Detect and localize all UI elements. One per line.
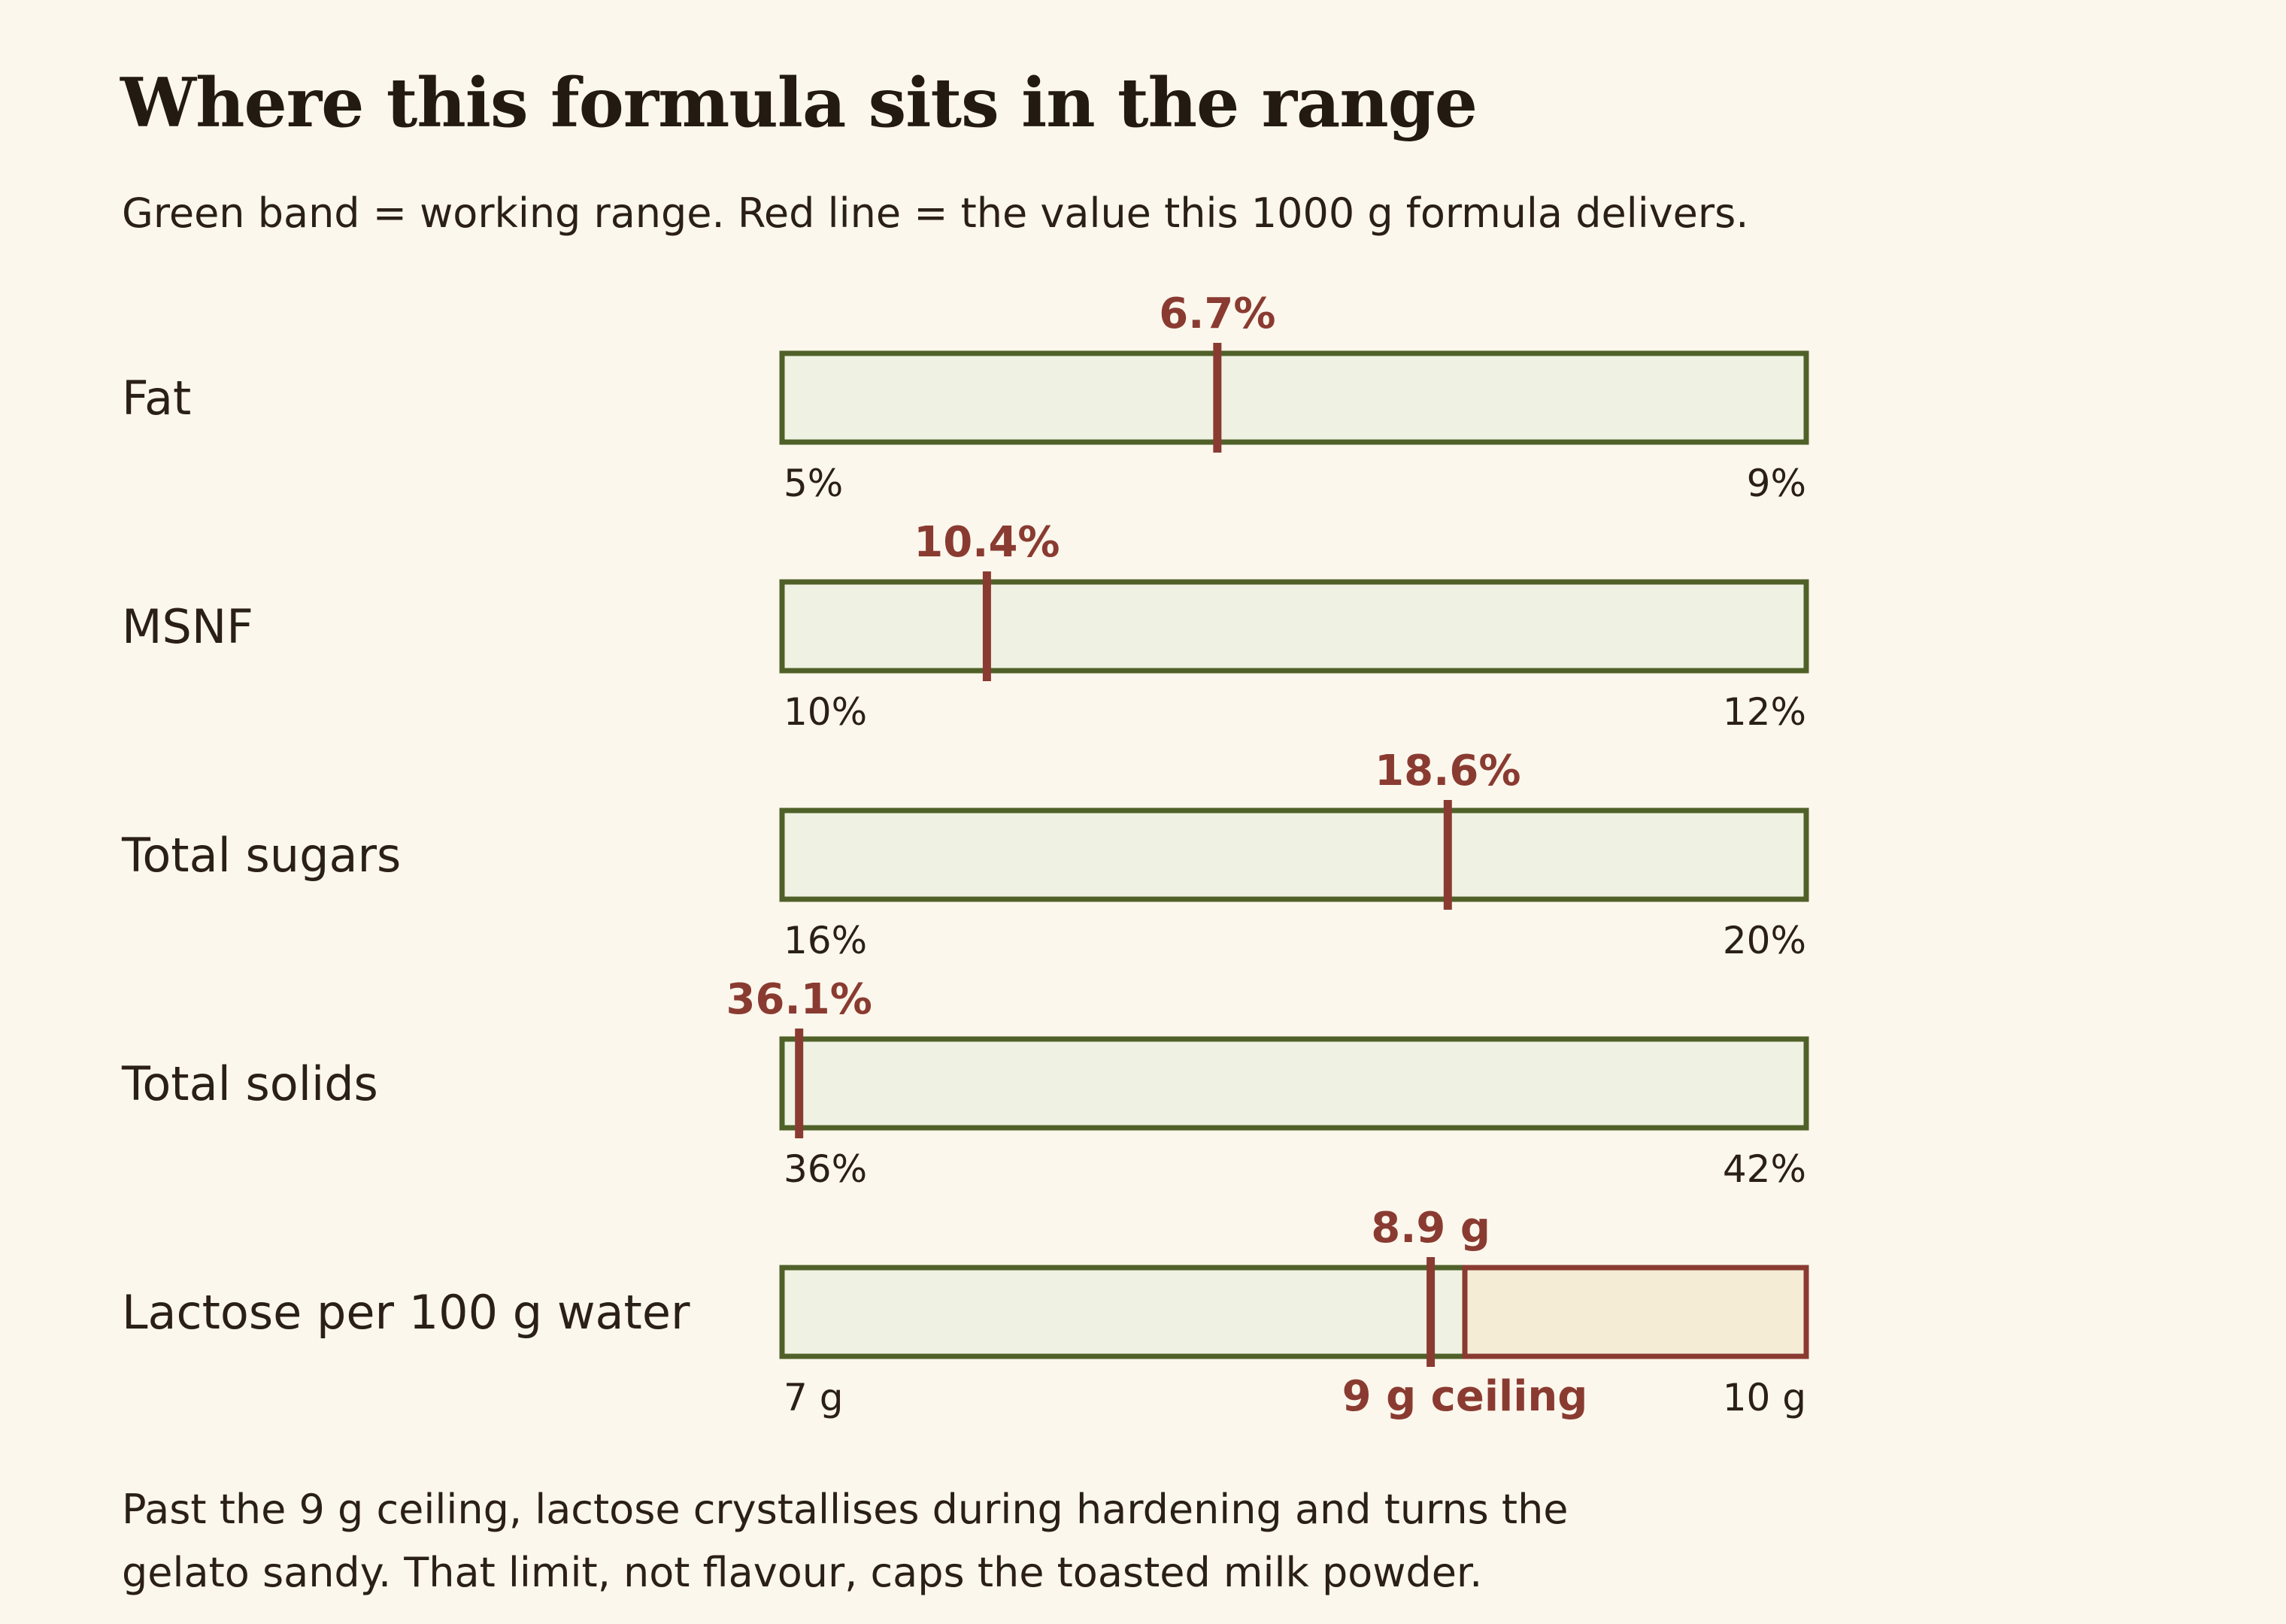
- over-ceiling-band: [1462, 1265, 1809, 1359]
- range-max-label: 10 g: [1723, 1376, 1806, 1419]
- chart-title: Where this formula sits in the range: [120, 63, 1478, 143]
- working-range-band: [779, 1265, 1468, 1359]
- ceiling-label: 9 g ceiling: [1342, 1372, 1588, 1421]
- row-label: Lactose per 100 g water: [122, 1285, 690, 1340]
- value-label: 6.7%: [1159, 289, 1275, 338]
- working-range-band: [779, 1036, 1809, 1131]
- row-label: Fat: [122, 371, 191, 426]
- working-range-band: [779, 350, 1809, 445]
- range-min-label: 36%: [784, 1147, 867, 1191]
- range-min-label: 7 g: [784, 1376, 843, 1419]
- range-min-label: 5%: [784, 462, 843, 505]
- value-label: 18.6%: [1375, 747, 1520, 795]
- value-label: 10.4%: [914, 518, 1060, 567]
- working-range-band: [779, 807, 1809, 902]
- footnote: Past the 9 g ceiling, lactose crystallis…: [122, 1486, 1569, 1596]
- row-label: MSNF: [122, 599, 253, 654]
- chart-subtitle: Green band = working range. Red line = t…: [122, 189, 1749, 237]
- range-max-label: 9%: [1747, 462, 1806, 505]
- range-max-label: 12%: [1723, 690, 1806, 734]
- range-max-label: 20%: [1723, 919, 1806, 962]
- row-label: Total solids: [121, 1056, 378, 1111]
- value-label: 36.1%: [726, 975, 872, 1024]
- range-min-label: 10%: [784, 690, 867, 734]
- working-range-band: [779, 579, 1809, 674]
- range-min-label: 16%: [784, 919, 867, 962]
- row-label: Total sugars: [121, 828, 401, 883]
- range-max-label: 42%: [1723, 1147, 1806, 1191]
- value-label: 8.9 g: [1371, 1204, 1490, 1253]
